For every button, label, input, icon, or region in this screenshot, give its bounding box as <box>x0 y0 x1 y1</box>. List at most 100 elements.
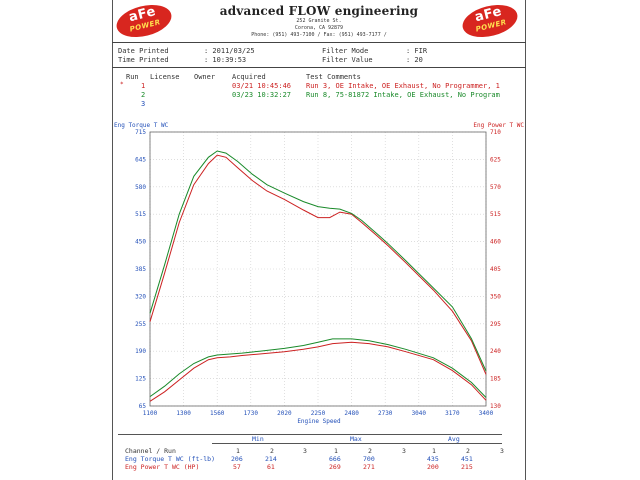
run-1-num[interactable]: 1 <box>141 82 146 90</box>
y-right-tick-label: 460 <box>490 239 501 246</box>
y-right-tick-label: 130 <box>490 403 501 410</box>
stats-torque-name: Eng Torque T WC (ft-lb) <box>125 455 216 463</box>
stats-min-run-3: 3 <box>303 447 307 455</box>
x-axis-label: Engine Speed <box>297 418 341 425</box>
y-left-tick-label: 125 <box>135 376 146 383</box>
y-left-tick-label: 320 <box>135 293 146 300</box>
y-left-tick-label: 65 <box>139 403 147 410</box>
filter-mode-label: Filter Mode <box>322 47 369 55</box>
series-line-3 <box>149 341 487 402</box>
report-sheet <box>112 0 526 480</box>
date-printed-value: : 2011/03/25 <box>204 47 255 55</box>
stats-torque-max-2: 700 <box>363 455 375 463</box>
stats-power-max-2: 271 <box>363 463 375 471</box>
stats-max-run-3: 3 <box>402 447 406 455</box>
y-left-tick-label: 645 <box>135 156 146 163</box>
x-tick-label: 2250 <box>311 410 326 417</box>
address-line-1: 252 Granite St. <box>296 18 342 24</box>
series-line-4 <box>149 338 487 398</box>
x-tick-label: 2730 <box>378 410 393 417</box>
stats-power-avg-2: 215 <box>461 463 473 471</box>
stats-top-rule <box>118 434 502 435</box>
x-tick-label: 1100 <box>143 410 158 417</box>
run-3-num[interactable]: 3 <box>141 100 146 108</box>
stats-avg-run-3: 3 <box>500 447 504 455</box>
y-left-tick-label: 255 <box>135 321 146 328</box>
stats-torque-max-1: 666 <box>329 455 341 463</box>
date-printed-label: Date Printed <box>118 47 169 55</box>
filter-mode-value: : FIR <box>406 47 428 55</box>
series-line-2 <box>149 150 487 372</box>
y-right-tick-label: 570 <box>490 184 501 191</box>
stats-power-avg-1: 200 <box>427 463 439 471</box>
address-line-3: Phone: (951) 493-7100 / Fax: (951) 493-7… <box>251 32 387 38</box>
stats-torque-min-1: 206 <box>231 455 243 463</box>
run-2-comment: Run 8, 75-81872 Intake, OE Exhaust, No P… <box>306 91 500 99</box>
stats-torque-avg-1: 435 <box>427 455 439 463</box>
run-2-acquired: 03/23 10:32:27 <box>232 91 292 99</box>
time-printed-value: : 10:39:53 <box>204 56 247 64</box>
x-tick-label: 3170 <box>445 410 460 417</box>
y-right-tick-label: 405 <box>490 266 501 273</box>
divider <box>112 67 526 68</box>
y-right-tick-label: 515 <box>490 211 501 218</box>
run-1-comment: Run 3, OE Intake, OE Exhaust, No Program… <box>306 82 500 90</box>
runs-col-acquired: Acquired <box>232 73 266 81</box>
company-name: advanced FLOW engineering <box>219 4 419 18</box>
stats-power-max-1: 269 <box>329 463 341 471</box>
time-printed-label: Time Printed <box>118 56 169 64</box>
x-tick-label: 2020 <box>277 410 292 417</box>
x-tick-label: 1730 <box>244 410 259 417</box>
y-right-tick-label: 625 <box>490 156 501 163</box>
y-right-axis-label: Eng Power T WC <box>473 122 524 129</box>
y-left-tick-label: 515 <box>135 211 146 218</box>
selected-run-marker: * <box>120 81 124 88</box>
stats-avg-run-2: 2 <box>466 447 470 455</box>
y-right-tick-label: 350 <box>490 293 501 300</box>
filter-value-label: Filter Value <box>322 56 373 64</box>
y-left-tick-label: 385 <box>135 266 146 273</box>
stats-max-run-2: 2 <box>368 447 372 455</box>
stats-torque-min-2: 214 <box>265 455 277 463</box>
stats-avg-run-1: 1 <box>432 447 436 455</box>
y-right-tick-label: 185 <box>490 376 501 383</box>
stats-max-run-1: 1 <box>334 447 338 455</box>
y-right-tick-label: 710 <box>490 129 501 136</box>
address-line-2: Corona, CA 92879 <box>294 25 344 31</box>
dyno-chart: Eng Torque T WC Eng Power T WC Engine Sp… <box>112 118 526 428</box>
run-2-num[interactable]: 2 <box>141 91 146 99</box>
stats-avg-header: Avg <box>448 435 460 443</box>
x-tick-label: 3040 <box>412 410 427 417</box>
y-left-tick-label: 715 <box>135 129 146 136</box>
y-left-tick-label: 190 <box>135 348 146 355</box>
chart-svg: Eng Torque T WC Eng Power T WC Engine Sp… <box>114 122 524 425</box>
y-left-tick-label: 580 <box>135 184 146 191</box>
x-tick-label: 2480 <box>344 410 359 417</box>
stats-power-min-1: 57 <box>233 463 241 471</box>
runs-col-license: License <box>150 73 180 81</box>
x-tick-label: 1300 <box>176 410 191 417</box>
stats-channel-header: Channel / Run <box>125 447 176 455</box>
divider <box>112 42 526 43</box>
stats-min-run-2: 2 <box>270 447 274 455</box>
run-1-acquired: 03/21 10:45:46 <box>232 82 292 90</box>
x-tick-label: 3400 <box>479 410 494 417</box>
stats-torque-avg-2: 451 <box>461 455 473 463</box>
stats-min-header: Min <box>252 435 264 443</box>
filter-value-value: : 20 <box>406 56 423 64</box>
stats-power-name: Eng Power T WC (HP) <box>125 463 200 471</box>
y-left-axis-label: Eng Torque T WC <box>114 122 169 129</box>
stats-min-run-1: 1 <box>236 447 240 455</box>
runs-col-owner: Owner <box>194 73 216 81</box>
stats-power-min-2: 61 <box>267 463 275 471</box>
x-tick-label: 1560 <box>210 410 225 417</box>
runs-col-comments: Test Comments <box>306 73 361 81</box>
plot-frame <box>149 131 487 407</box>
stats-header-rule <box>212 443 502 444</box>
y-right-tick-label: 295 <box>490 321 501 328</box>
runs-col-run: Run <box>126 73 139 81</box>
y-right-tick-label: 240 <box>490 348 501 355</box>
stats-max-header: Max <box>350 435 362 443</box>
y-left-tick-label: 450 <box>135 239 146 246</box>
series-line-1 <box>149 154 487 375</box>
